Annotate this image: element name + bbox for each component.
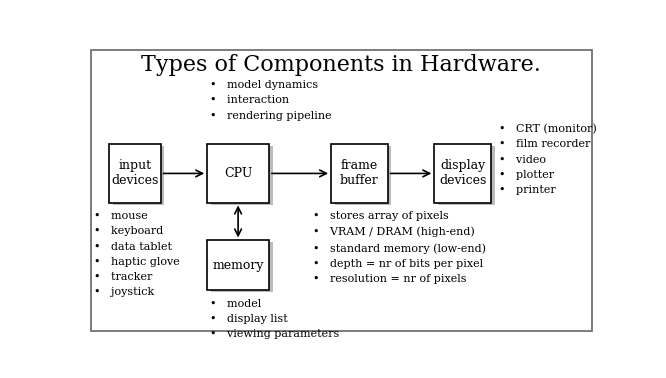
Text: input
devices: input devices <box>111 160 159 187</box>
Bar <box>210 146 272 204</box>
Text: •   CRT (monitor)
•   film recorder
•   video
•   plotter
•   printer: • CRT (monitor) • film recorder • video … <box>499 124 597 195</box>
Text: •   model
•   display list
•   viewing parameters: • model • display list • viewing paramet… <box>210 299 339 339</box>
Bar <box>331 144 388 203</box>
Text: display
devices: display devices <box>439 160 486 187</box>
Bar <box>434 144 491 203</box>
Text: Types of Components in Hardware.: Types of Components in Hardware. <box>141 54 541 76</box>
Text: CPU: CPU <box>224 167 252 180</box>
Bar <box>438 146 495 204</box>
Text: •   mouse
•   keyboard
•   data tablet
•   haptic glove
•   tracker
•   joystick: • mouse • keyboard • data tablet • hapti… <box>93 211 179 297</box>
Bar <box>113 146 165 204</box>
Bar <box>210 242 272 292</box>
Text: frame
buffer: frame buffer <box>340 160 379 187</box>
Bar <box>334 146 392 204</box>
Text: •   stores array of pixels
•   VRAM / DRAM (high-end)
•   standard memory (low-e: • stores array of pixels • VRAM / DRAM (… <box>313 211 486 284</box>
Bar <box>207 144 269 203</box>
Bar <box>207 240 269 290</box>
Text: •   model dynamics
•   interaction
•   rendering pipeline: • model dynamics • interaction • renderi… <box>210 80 331 121</box>
Bar <box>109 144 161 203</box>
Text: memory: memory <box>212 259 264 272</box>
